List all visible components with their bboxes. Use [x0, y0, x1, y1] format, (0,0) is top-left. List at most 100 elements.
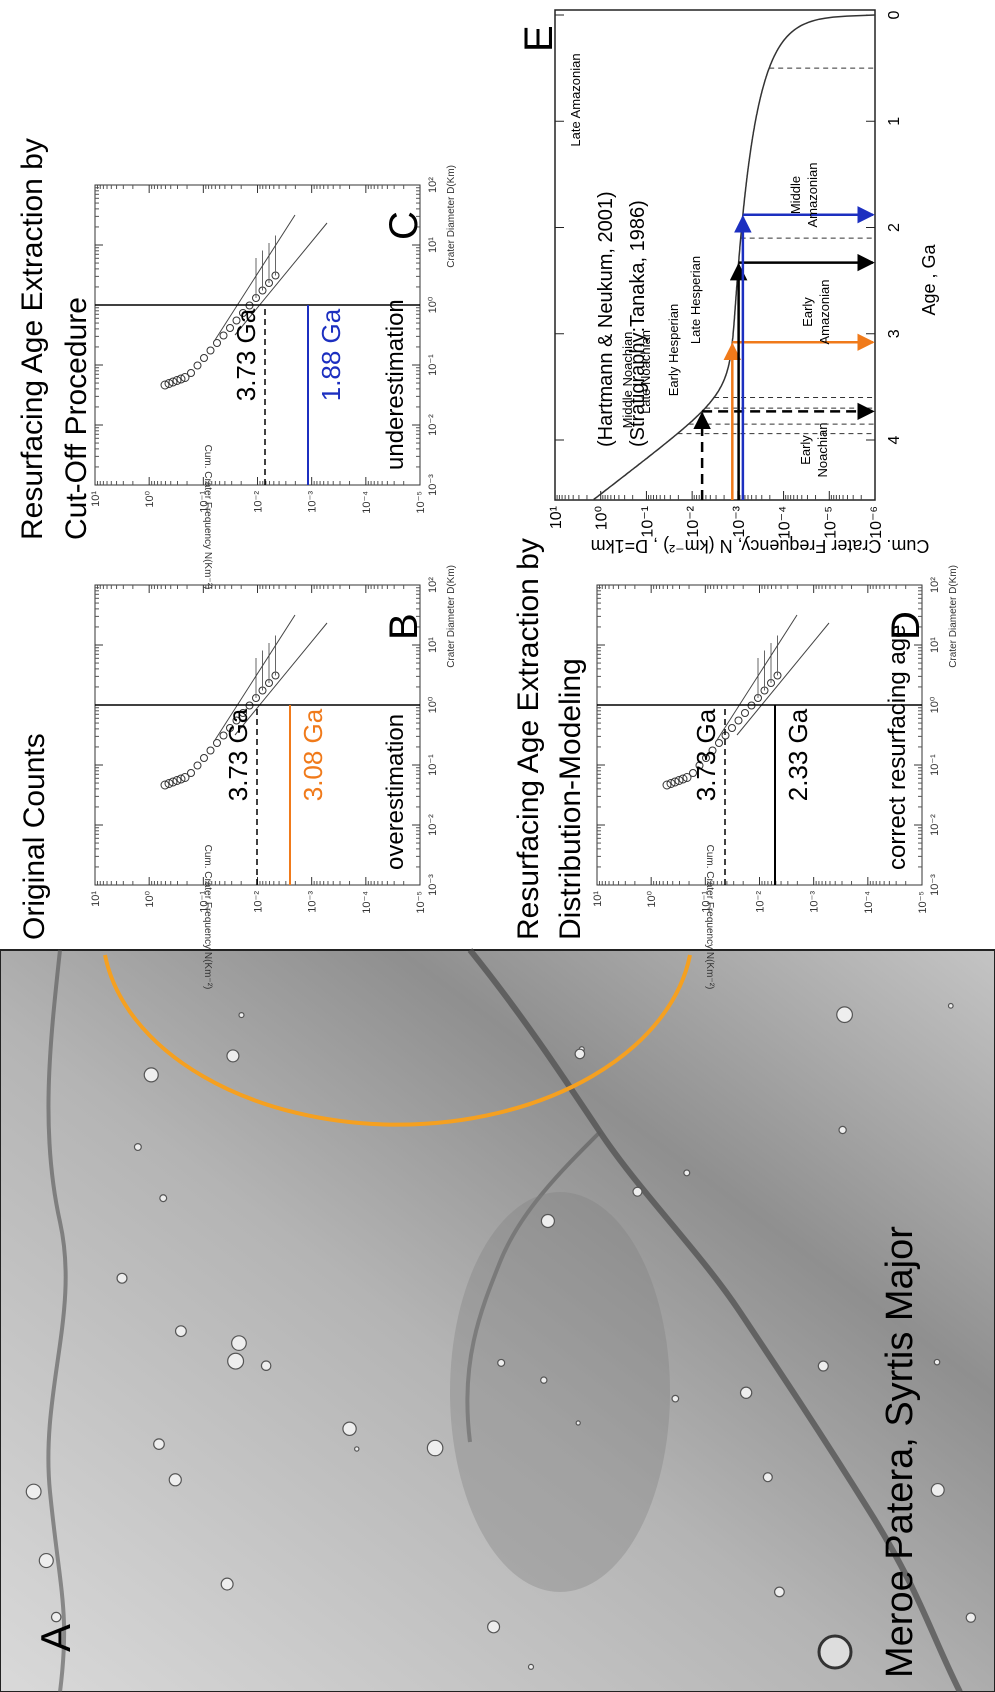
y-axis-title: Cum. Crater Frequency, N (km⁻²) , D=1km: [591, 536, 930, 556]
epoch-label: Noachian: [815, 423, 830, 478]
assessment-note: overestimation: [382, 714, 409, 870]
x-axis-title: Crater Diameter D(Km): [446, 565, 457, 668]
reference: (Hartmann & Neukum, 2001): [595, 191, 617, 447]
resurfacing-age: 2.33 Ga: [783, 708, 813, 801]
x-axis-title: Age , Ga: [919, 243, 939, 315]
y-tick-label: 10¹: [90, 891, 102, 907]
crater: [38, 1552, 54, 1569]
crater: [683, 1169, 691, 1177]
csfd-panel: 10¹ 10⁰ 10⁻¹ 10⁻² 10⁻³ 10⁻⁴ 10⁻⁵10⁻³10⁻²10⁻¹10…: [90, 165, 457, 589]
crater: [965, 1612, 977, 1623]
csfd-panels: 10¹ 10⁰ 10⁻¹ 10⁻² 10⁻³ 10⁻⁴ 10⁻⁵10⁻³10⁻²10⁻¹10…: [90, 165, 959, 989]
crater-count-point: [226, 324, 234, 332]
csfd-panel: 10¹ 10⁰ 10⁻¹ 10⁻² 10⁻³ 10⁻⁴ 10⁻⁵10⁻³10⁻²10⁻¹10…: [90, 565, 457, 989]
rotated-figure: A Meroe Patera, Syrtis Major Original Co…: [0, 9, 995, 1692]
x-tick-label: 10¹: [427, 637, 439, 653]
crater-count-point: [239, 309, 247, 317]
y-tick-label: 10⁻⁶: [868, 506, 885, 539]
epoch-label: Early Hesperian: [666, 304, 681, 397]
mars-image: [0, 949, 995, 1692]
resurfacing-age: 3.08 Ga: [298, 708, 328, 801]
crater-count-point: [219, 731, 228, 740]
crater: [231, 1335, 247, 1351]
crater-count-point: [172, 776, 182, 785]
x-tick-label: 10⁻³: [427, 874, 439, 896]
crater: [930, 1482, 945, 1497]
y-tick-label: 10⁻³: [731, 505, 748, 537]
y-tick-label: 10⁻⁴: [863, 891, 875, 914]
crater: [168, 1473, 182, 1487]
crater: [947, 1002, 954, 1009]
crater-count-point: [662, 780, 672, 790]
panel-heading: Original Counts: [18, 733, 51, 940]
crater-count-point: [226, 724, 234, 732]
x-tick-label: 10⁻²: [427, 414, 439, 436]
crater: [540, 1213, 555, 1229]
crater-count-point: [180, 773, 190, 782]
x-tick-label: 4: [886, 435, 903, 444]
crater-count-point: [160, 780, 170, 790]
epoch-label: Late Amazonian: [568, 53, 583, 146]
crater: [226, 1049, 240, 1063]
epoch-label: Late Hesperian: [688, 256, 703, 344]
x-axis-title: Crater Diameter D(Km): [948, 565, 959, 668]
y-tick-label: 10⁻⁵: [415, 491, 427, 514]
y-tick-label: 10⁻¹: [639, 506, 656, 538]
crater-count-point: [168, 377, 178, 387]
x-axis-title: Crater Diameter D(Km): [446, 165, 457, 268]
panel-label: D: [884, 611, 928, 640]
panel-a: A Meroe Patera, Syrtis Major: [0, 948, 995, 1692]
isochron-fit: [214, 214, 296, 341]
epoch-label: Early: [798, 435, 813, 465]
crater: [426, 1439, 444, 1457]
y-tick-label: 10⁰: [646, 890, 658, 907]
x-tick-label: 10⁻²: [427, 814, 439, 836]
crater-count-point: [702, 754, 710, 762]
y-tick-label: 10⁻¹: [700, 891, 712, 913]
y-tick-label: 10⁻⁴: [777, 506, 794, 539]
y-tick-label: 10⁰: [594, 506, 611, 530]
assessment-note: correct resurfacing age: [884, 625, 911, 870]
crater-count-point: [172, 376, 182, 385]
x-tick-label: 10⁰: [929, 696, 941, 713]
panel-heading: Cut-Off Procedure: [60, 297, 93, 540]
x-tick-label: 10⁻¹: [427, 754, 439, 776]
isochron-fit: [736, 622, 830, 736]
y-tick-label: 10⁻²: [253, 491, 265, 513]
crater-count-point: [715, 739, 723, 747]
panel-label: C: [382, 211, 426, 240]
x-tick-label: 10²: [427, 177, 439, 193]
crater: [933, 1358, 941, 1366]
x-tick-label: 10⁻³: [427, 474, 439, 496]
crater: [527, 1663, 535, 1670]
isochron-fit: [234, 622, 328, 736]
panel-label: B: [382, 613, 426, 640]
panel-heading: Resurfacing Age Extraction by: [512, 538, 545, 940]
y-axis-title: Cum. Crater Frequency N(Km⁻²): [202, 845, 213, 990]
crater-count-point: [682, 773, 692, 782]
crater-count-point: [674, 776, 684, 785]
csfd-panel: 10¹ 10⁰ 10⁻¹ 10⁻² 10⁻³ 10⁻⁴ 10⁻⁵10⁻³10⁻²10⁻¹10…: [592, 565, 959, 989]
crater: [238, 1012, 245, 1019]
crater: [739, 1386, 753, 1399]
crater: [342, 1421, 357, 1437]
crater: [174, 1325, 187, 1338]
resurfacing-age: 1.88 Ga: [316, 308, 346, 401]
x-tick-label: 10⁻³: [929, 874, 941, 896]
crater: [497, 1358, 506, 1367]
image-caption: Meroe Patera, Syrtis Major: [879, 1226, 921, 1678]
isochron-fit: [716, 614, 798, 741]
y-axis-title: Cum. Crater Frequency N(Km⁻²): [202, 445, 213, 590]
crater-count-point: [728, 724, 736, 732]
x-tick-label: 3: [886, 329, 903, 338]
y-tick-label: 10¹: [90, 491, 102, 507]
crater-count-point: [232, 316, 241, 325]
crater: [227, 1352, 245, 1370]
crater: [220, 1577, 234, 1591]
y-tick-label: 10¹: [592, 891, 604, 907]
x-tick-label: 10¹: [427, 237, 439, 253]
crater-count-point: [734, 716, 743, 725]
panel-e: 10¹ 10⁰ 10⁻¹ 10⁻² 10⁻³ 10⁻⁴ 10⁻⁵ 10⁻⁶ 4 3 2 1 0 Age ,…: [517, 9, 939, 556]
crater-count-point: [193, 761, 202, 770]
